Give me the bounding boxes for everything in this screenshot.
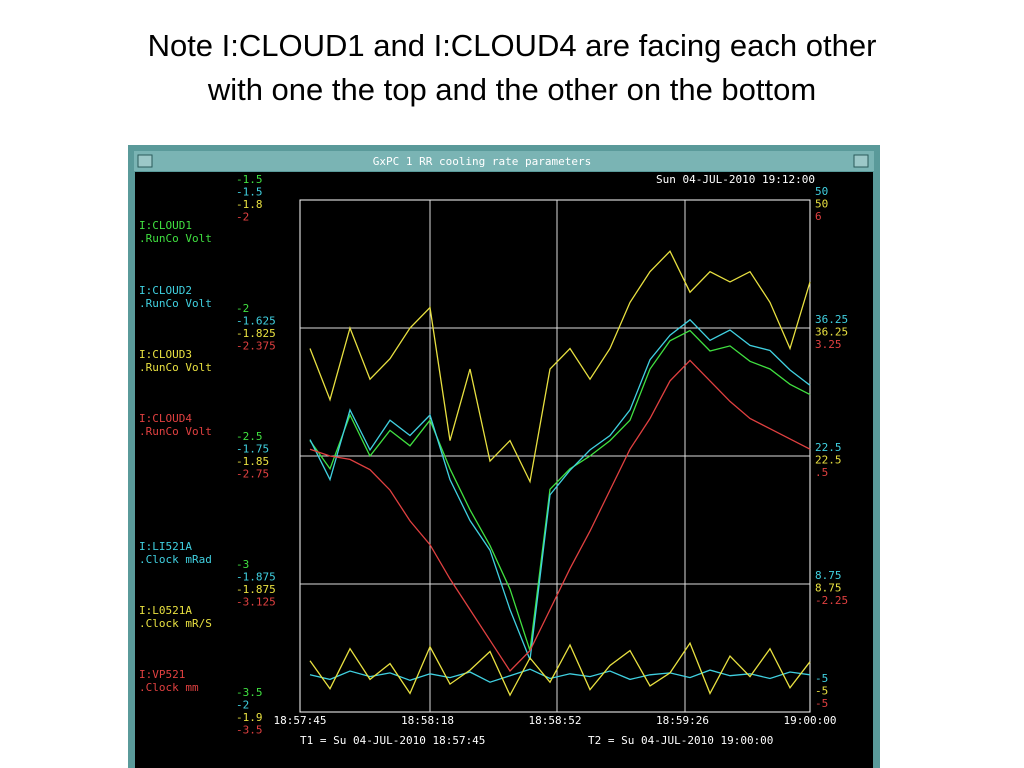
left-tick-label: -1.825 — [236, 327, 276, 340]
left-tick-label: -3 — [236, 558, 249, 571]
window-menu-button[interactable] — [137, 154, 153, 168]
left-tick-label: -1.75 — [236, 443, 269, 456]
timestamp: Sun 04-JUL-2010 19:12:00 — [656, 173, 815, 186]
left-tick-label: -2.5 — [236, 430, 263, 443]
left-tick-label: -3.125 — [236, 596, 276, 609]
channel-name: I:LI521A — [139, 540, 192, 553]
time-tick-label: 19:00:00 — [784, 714, 837, 727]
channel-unit: .Clock mR/S — [139, 617, 212, 630]
trace — [309, 318, 811, 661]
right-tick-label: -5 — [815, 672, 828, 685]
left-tick-label: -1.5 — [236, 173, 263, 186]
time-tick-label: 18:57:45 — [274, 714, 327, 727]
slide-title: Note I:CLOUD1 and I:CLOUD4 are facing ea… — [148, 28, 877, 63]
right-tick-label: .5 — [815, 466, 828, 479]
left-tick-label: -1.625 — [236, 315, 276, 328]
channel-unit: .Clock mm — [139, 681, 199, 694]
left-tick-label: -3.5 — [236, 724, 263, 737]
right-tick-label: 22.5 — [815, 454, 842, 467]
channel-unit: .RunCo Volt — [139, 361, 212, 374]
channel-name: I:CLOUD4 — [139, 412, 192, 425]
left-tick-label: -1.9 — [236, 711, 263, 724]
right-tick-label: -2.25 — [815, 594, 848, 607]
left-tick-label: -1.85 — [236, 455, 269, 468]
right-tick-label: 3.25 — [815, 338, 842, 351]
right-tick-label: -5 — [815, 685, 828, 698]
right-tick-label: 50 — [815, 198, 828, 211]
left-tick-label: -2.75 — [236, 468, 269, 481]
time-tick-label: 18:58:18 — [401, 714, 454, 727]
channel-unit: .Clock mRad — [139, 553, 212, 566]
channel-unit: .RunCo Volt — [139, 425, 212, 438]
time-tick-label: 18:58:52 — [529, 714, 582, 727]
right-tick-label: 8.75 — [815, 582, 842, 595]
channel-name: I:CLOUD3 — [139, 348, 192, 361]
channel-unit: .RunCo Volt — [139, 297, 212, 310]
right-tick-label: 6 — [815, 210, 822, 223]
left-tick-label: -3.5 — [236, 686, 263, 699]
left-tick-label: -1.875 — [236, 571, 276, 584]
title-bar — [134, 151, 874, 171]
trace — [309, 250, 811, 484]
trace — [309, 668, 811, 683]
right-tick-label: 8.75 — [815, 569, 842, 582]
channel-name: I:VP521 — [139, 668, 185, 681]
channel-unit: .RunCo Volt — [139, 232, 212, 245]
window-close-button[interactable] — [853, 154, 869, 168]
left-tick-label: -2 — [236, 211, 249, 224]
trace — [309, 641, 811, 697]
left-tick-label: -1.5 — [236, 186, 263, 199]
left-tick-label: -2.375 — [236, 340, 276, 353]
left-tick-label: -1.875 — [236, 583, 276, 596]
left-tick-label: -1.8 — [236, 198, 263, 211]
right-tick-label: -5 — [815, 697, 828, 710]
channel-name: I:CLOUD2 — [139, 284, 192, 297]
right-tick-label: 22.5 — [815, 441, 842, 454]
t1-label: T1 = Su 04-JUL-2010 18:57:45 — [300, 734, 485, 747]
right-tick-label: 50 — [815, 185, 828, 198]
channel-name: I:L0521A — [139, 604, 192, 617]
left-tick-label: -2 — [236, 699, 249, 712]
t2-label: T2 = Su 04-JUL-2010 19:00:00 — [588, 734, 773, 747]
grid — [300, 200, 810, 712]
trace — [309, 329, 811, 651]
left-tick-label: -2 — [236, 302, 249, 315]
channel-name: I:CLOUD1 — [139, 219, 192, 232]
right-tick-label: 36.25 — [815, 313, 848, 326]
slide-title: with one the top and the other on the bo… — [207, 72, 816, 107]
right-tick-label: 36.25 — [815, 326, 848, 339]
window-title: GxPC 1 RR cooling rate parameters — [373, 155, 592, 168]
trace — [309, 359, 811, 673]
time-tick-label: 18:59:26 — [656, 714, 709, 727]
